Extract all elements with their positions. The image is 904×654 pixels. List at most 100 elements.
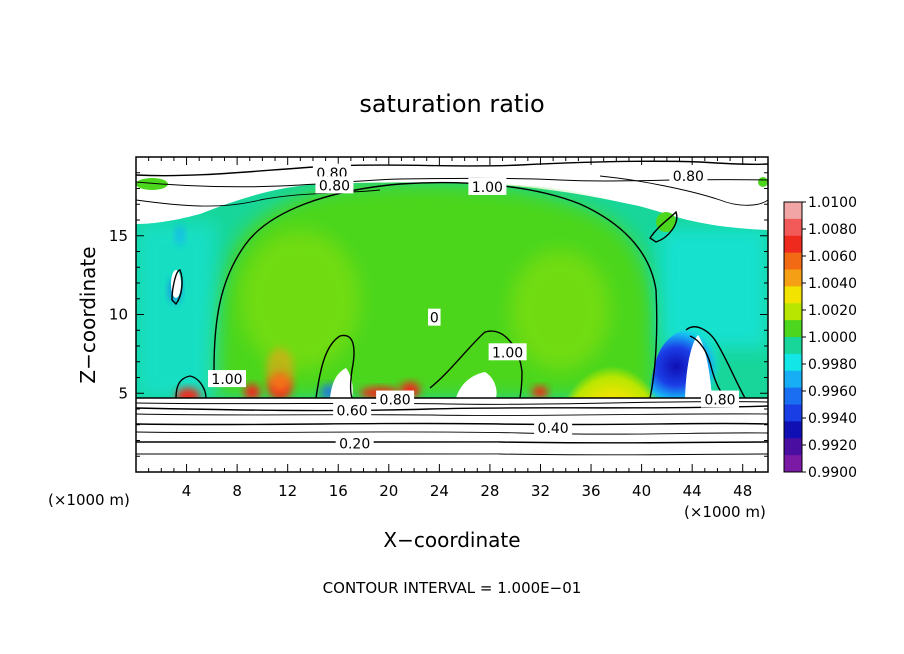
contour-line xyxy=(136,453,768,456)
colorbar-segment xyxy=(784,404,802,422)
contour-label-bg xyxy=(534,418,573,436)
colorbar-segment xyxy=(784,320,802,338)
colorbar-segment xyxy=(784,252,802,270)
x-tick-label: 44 xyxy=(683,482,702,500)
colorbar-segment xyxy=(784,202,802,220)
colorbar-segment xyxy=(784,421,802,439)
contour-label: 0.80 xyxy=(700,390,739,409)
x-tick-label: 12 xyxy=(278,482,297,500)
contour-label-text: 1.00 xyxy=(211,372,242,388)
contour-line xyxy=(599,175,768,206)
contour-label: 1.00 xyxy=(208,370,247,388)
contour-line xyxy=(136,401,768,405)
contour-label-bg xyxy=(333,401,372,419)
x-unit-right: (×1000 m) xyxy=(684,503,766,521)
contour-label-text: 1.00 xyxy=(492,345,523,361)
colorbar-label: 0.9900 xyxy=(808,465,857,481)
colorbar-segment xyxy=(784,455,802,473)
chart-title: saturation ratio xyxy=(359,90,544,118)
x-tick-label: 20 xyxy=(379,482,398,500)
contour-label-text: 0.60 xyxy=(337,404,368,420)
colorbar-label: 1.0080 xyxy=(808,222,857,238)
colorbar-label: 1.0020 xyxy=(808,303,857,319)
contour-line xyxy=(175,375,207,399)
upper-white xyxy=(136,157,768,230)
colorbar-segment xyxy=(784,353,802,372)
colorbar-label: 0.9960 xyxy=(808,384,857,400)
colorbar-segment xyxy=(784,218,802,237)
contour-label-text: 0.40 xyxy=(538,421,569,437)
y-axis-label: Z−coordinate xyxy=(76,246,100,383)
contour-line xyxy=(136,413,768,417)
colorbar-segment xyxy=(784,387,802,405)
y-tick-label: 15 xyxy=(109,227,128,245)
colorbar-label: 1.0000 xyxy=(808,330,857,346)
colorbar-label: 1.0040 xyxy=(808,276,857,292)
white-pocket xyxy=(330,368,353,398)
colorbar-label: 0.9980 xyxy=(808,357,857,373)
x-tick-label: 28 xyxy=(480,482,499,500)
contour-line xyxy=(649,210,678,243)
blue-spot xyxy=(175,225,185,245)
x-tick-label: 8 xyxy=(232,482,242,500)
contour-label: 0.80 xyxy=(376,390,415,409)
contour-label: 0.20 xyxy=(335,434,374,453)
contour-label-bg xyxy=(428,308,441,326)
contour-label-bg xyxy=(700,390,739,408)
field-cyan-band xyxy=(660,228,768,348)
contour-label: 0.60 xyxy=(333,401,372,420)
contour-line xyxy=(136,160,768,177)
x-tick-label: 16 xyxy=(329,482,348,500)
y-tick-label: 5 xyxy=(118,384,128,402)
low-plume xyxy=(266,348,294,392)
colorbar-segment xyxy=(784,235,802,254)
colorbar-label: 1.0100 xyxy=(808,195,857,211)
upper-patch xyxy=(136,178,168,190)
white-pocket xyxy=(456,372,497,398)
contour-label-bg xyxy=(208,370,247,388)
contour-labels: 0.80 0.80 0.80 1.00 0 1.00 1.00 0.60 0.80 0.40 0.2… xyxy=(208,163,739,453)
colorbar-segment xyxy=(784,438,802,456)
contour-label-bg xyxy=(315,176,354,194)
contour-label-bg xyxy=(669,166,708,184)
contour-label: 0.40 xyxy=(534,418,573,437)
contour-lines xyxy=(136,160,768,456)
x-tick-label: 4 xyxy=(182,482,192,500)
colorbar-segment xyxy=(784,370,802,389)
contour-label-text: 0.80 xyxy=(704,393,735,409)
contour-line xyxy=(136,431,768,435)
colorbar-segment xyxy=(784,269,802,287)
x-tick-label: 32 xyxy=(531,482,550,500)
contour-line xyxy=(171,269,183,306)
colorbar-segment xyxy=(784,286,802,304)
contour-line xyxy=(315,334,355,399)
x-axis-label: X−coordinate xyxy=(383,528,520,552)
field-cyan-band xyxy=(136,222,216,398)
colorbar: 1.0100 1.0080 1.0060 1.0040 1.0020 1.0000 0.99… xyxy=(783,195,857,481)
colorbar-segment xyxy=(784,337,802,355)
contour-label-bg xyxy=(488,343,527,361)
contour-label: 1.00 xyxy=(488,343,527,361)
contour-interval-note: CONTOUR INTERVAL = 1.000E−01 xyxy=(323,579,582,597)
heatmap-field xyxy=(136,157,768,472)
colorbar-label: 0.9920 xyxy=(808,438,857,454)
white-pocket xyxy=(685,335,712,398)
contour-label: 0 xyxy=(428,308,441,327)
contour-line xyxy=(136,405,768,412)
y-tick-label: 10 xyxy=(109,306,128,324)
low-plume xyxy=(244,384,260,400)
contour-label-text: 0.80 xyxy=(319,178,350,194)
contour-label: 0.80 xyxy=(315,176,354,194)
contour-label-bg xyxy=(468,177,507,195)
contour-line xyxy=(136,422,768,426)
contour-line xyxy=(429,330,523,399)
contour-label-bg xyxy=(335,434,374,452)
colorbar-label: 0.9940 xyxy=(808,411,857,427)
contour-label: 0.80 xyxy=(669,166,708,185)
x-tick-label: 36 xyxy=(581,482,600,500)
contour-label: 1.00 xyxy=(468,177,507,196)
contour-label-text: 0.20 xyxy=(339,437,370,453)
colorbar-segment xyxy=(784,303,802,321)
